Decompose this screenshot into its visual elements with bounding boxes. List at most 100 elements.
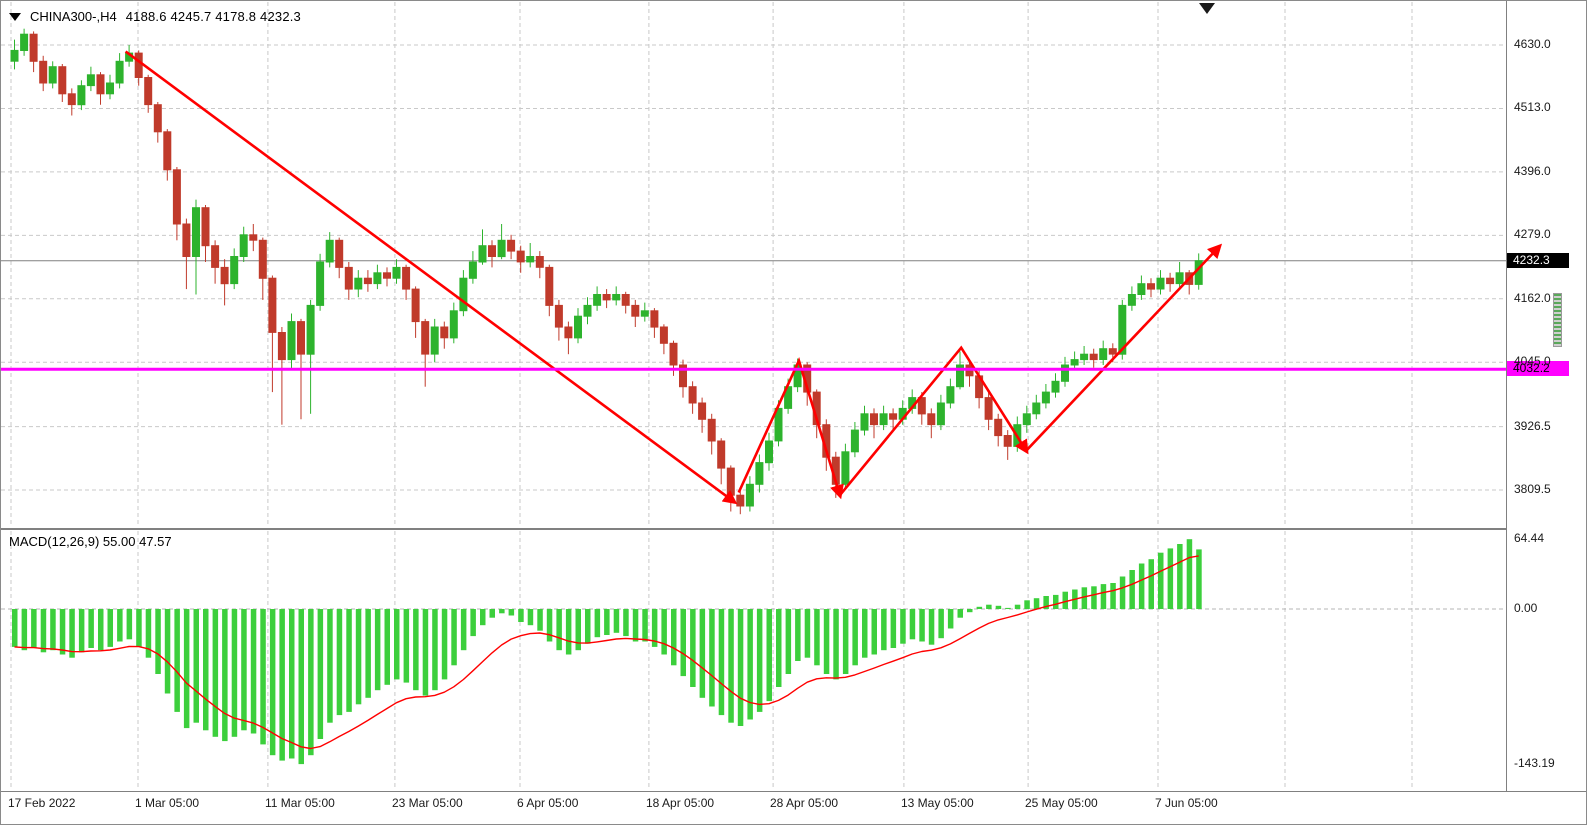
- candle-body-bearish: [363, 277, 372, 285]
- trend-arrow-line[interactable]: [838, 345, 1029, 497]
- candle-body-bearish: [554, 304, 563, 328]
- candle-body-bullish: [1137, 283, 1146, 296]
- macd-histogram-bar: [69, 609, 75, 658]
- candle-body-bullish: [430, 326, 439, 355]
- macd-histogram-bar: [1129, 570, 1135, 609]
- macd-histogram-bar: [432, 609, 438, 691]
- macd-histogram-bar: [613, 609, 620, 633]
- trend-arrow-line[interactable]: [1025, 243, 1223, 452]
- candle-body-bullish: [1099, 348, 1108, 361]
- candle-body-bearish: [29, 33, 38, 62]
- macd-histogram-bar: [98, 609, 104, 651]
- macd-histogram-bar: [470, 609, 476, 637]
- macd-histogram-bar: [1158, 552, 1164, 609]
- candle-body-bullish: [316, 261, 325, 306]
- macd-histogram-bar: [1100, 584, 1107, 609]
- macd-histogram-bar: [661, 609, 667, 655]
- candle-body-bearish: [249, 234, 258, 241]
- macd-histogram-bar: [1043, 596, 1049, 609]
- macd-histogram-bar: [317, 609, 324, 739]
- candle-body-bullish: [1080, 353, 1089, 361]
- candle-body-bullish: [192, 207, 200, 257]
- axis-scrollbar-thumb[interactable]: [1553, 293, 1562, 347]
- macd-histogram-bar: [394, 609, 400, 680]
- macd-histogram-bar: [728, 609, 734, 723]
- time-axis[interactable]: 17 Feb 2022 1 Mar 05:00 11 Mar 05:00 23 Mar…: [1, 792, 1586, 824]
- chart-title: CHINA300-,H4 4188.6 4245.7 4178.8 4232.3: [9, 9, 301, 24]
- candle-body-bearish: [717, 440, 726, 469]
- macd-histogram-bar: [117, 609, 123, 642]
- macd-histogram-bar: [527, 609, 534, 626]
- candle-body-bullish: [574, 315, 582, 339]
- macd-histogram-bar: [928, 609, 935, 645]
- candle-body-bullish: [239, 234, 248, 258]
- candle-body-bearish: [927, 413, 936, 426]
- chart-shift-marker-icon[interactable]: [1199, 3, 1215, 14]
- macd-histogram-bar: [986, 604, 992, 609]
- horizontal-line-price-label: 4032.2: [1507, 361, 1569, 376]
- macd-histogram-bar: [203, 609, 209, 731]
- macd-histogram-bar: [269, 609, 276, 756]
- macd-histogram-bar: [537, 609, 543, 631]
- macd-histogram-bar: [126, 609, 133, 640]
- candle-body-bullish: [1061, 364, 1069, 382]
- candle-body-bullish: [1051, 380, 1060, 393]
- time-tick-label: 6 Apr 05:00: [517, 796, 579, 810]
- macd-indicator-canvas[interactable]: [1, 530, 1506, 791]
- main-chart-canvas[interactable]: [1, 1, 1506, 528]
- candle-body-bullish: [526, 256, 535, 263]
- candle-body-bearish: [144, 77, 153, 106]
- candle-body-bearish: [994, 418, 1003, 437]
- macd-histogram-bar: [21, 609, 28, 651]
- candle-body-bearish: [153, 104, 162, 133]
- macd-tick-label: 64.44: [1514, 531, 1545, 545]
- macd-histogram-bar: [422, 609, 429, 696]
- trend-arrow-line[interactable]: [124, 50, 738, 505]
- time-tick-label: 7 Jun 05:00: [1155, 796, 1218, 810]
- candle-body-bullish: [325, 239, 334, 263]
- time-tick-label: 18 Apr 05:00: [646, 796, 715, 810]
- price-tick-label: 4279.0: [1514, 227, 1551, 241]
- macd-histogram-bar: [40, 609, 47, 653]
- time-tick-label: 11 Mar 05:00: [265, 796, 335, 810]
- candle-body-bearish: [67, 93, 76, 106]
- panel-divider[interactable]: [1, 528, 1506, 530]
- candle-body-bullish: [612, 294, 621, 301]
- macd-histogram-bar: [585, 609, 591, 644]
- macd-histogram-bar: [480, 609, 486, 626]
- candle-body-bullish: [449, 310, 458, 339]
- candle-body-bullish: [1175, 272, 1184, 285]
- candle-body-bearish: [1147, 283, 1155, 290]
- macd-histogram-bar: [183, 609, 190, 729]
- candle-body-bullish: [230, 256, 239, 285]
- macd-histogram-bar: [785, 609, 792, 674]
- macd-histogram-bar: [594, 609, 601, 638]
- macd-histogram-bar: [499, 609, 505, 614]
- macd-histogram-bar: [852, 609, 858, 666]
- chart-dropdown-triangle-icon[interactable]: [9, 12, 21, 21]
- candle-body-bullish: [392, 266, 401, 279]
- macd-histogram-bar: [690, 609, 696, 687]
- candle-body-bullish: [497, 239, 506, 258]
- candle-body-bullish: [936, 402, 945, 426]
- candle-body-bullish: [593, 294, 602, 306]
- macd-histogram-bar: [441, 609, 448, 680]
- macd-histogram-bar: [814, 609, 820, 666]
- macd-histogram-bar: [451, 609, 457, 666]
- macd-histogram-bar: [1014, 604, 1021, 609]
- macd-histogram-bar: [995, 605, 1002, 609]
- candle-body-bearish: [268, 277, 277, 333]
- candle-body-bearish: [488, 245, 496, 257]
- macd-histogram-bar: [155, 609, 161, 674]
- macd-histogram-bar: [518, 609, 524, 622]
- candle-body-bearish: [564, 326, 573, 339]
- macd-histogram-bar: [1148, 559, 1154, 609]
- trend-arrow-line[interactable]: [737, 357, 844, 500]
- candle-body-bearish: [421, 321, 430, 355]
- candle-body-bearish: [211, 245, 220, 268]
- price-axis[interactable]: 4232.3 4032.2 4630.0 4513.0 4396.0 4279.0 41…: [1506, 1, 1586, 791]
- macd-histogram-bar: [279, 609, 285, 761]
- candle-body-bearish: [535, 256, 544, 268]
- macd-histogram-bar: [976, 606, 983, 609]
- candle-body-bearish: [277, 332, 286, 361]
